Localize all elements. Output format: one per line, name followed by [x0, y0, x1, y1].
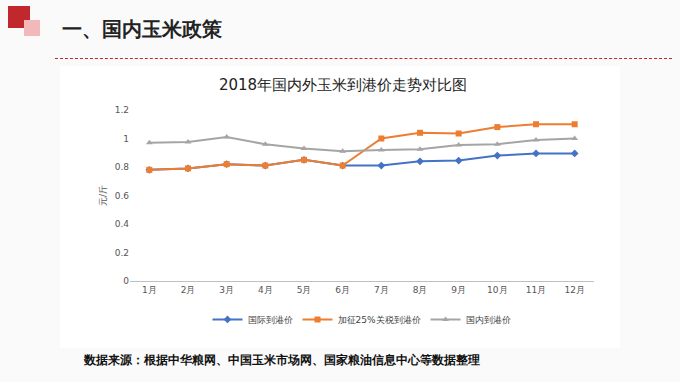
svg-text:5月: 5月: [297, 285, 312, 295]
svg-text:加征25%关税到港价: 加征25%关税到港价: [338, 315, 421, 325]
svg-text:0.4: 0.4: [115, 219, 130, 229]
svg-text:12月: 12月: [564, 285, 584, 295]
svg-text:4月: 4月: [258, 285, 273, 295]
svg-text:0.2: 0.2: [115, 248, 129, 258]
svg-text:6月: 6月: [335, 285, 350, 295]
svg-text:1.2: 1.2: [115, 105, 129, 115]
svg-text:11月: 11月: [526, 285, 546, 295]
svg-text:2月: 2月: [181, 285, 196, 295]
svg-text:1月: 1月: [142, 285, 157, 295]
svg-text:10月: 10月: [487, 285, 507, 295]
svg-text:0.8: 0.8: [115, 162, 130, 172]
svg-text:国内到港价: 国内到港价: [466, 315, 511, 325]
svg-text:0.6: 0.6: [115, 191, 130, 201]
html-text:数据来源：根据中华粮网、中国玉米市场网、国家粮油信息中心等数: 数据来源：根据中华粮网、中国玉米市场网、国家粮油信息中心等数据整理: [84, 353, 480, 367]
svg-text:9月: 9月: [451, 285, 466, 295]
svg-text:元/斤: 元/斤: [98, 185, 108, 206]
svg-text:8月: 8月: [413, 285, 428, 295]
svg-text:0: 0: [123, 276, 129, 286]
svg-text:国际到港价: 国际到港价: [248, 315, 293, 325]
svg-text:2018年国内外玉米到港价走势对比图: 2018年国内外玉米到港价走势对比图: [219, 76, 467, 94]
svg-text:1: 1: [123, 134, 129, 144]
svg-text:3月: 3月: [219, 285, 234, 295]
svg-text:7月: 7月: [374, 285, 389, 295]
html-text:一、国内玉米政策: 一、国内玉米政策: [62, 17, 222, 41]
